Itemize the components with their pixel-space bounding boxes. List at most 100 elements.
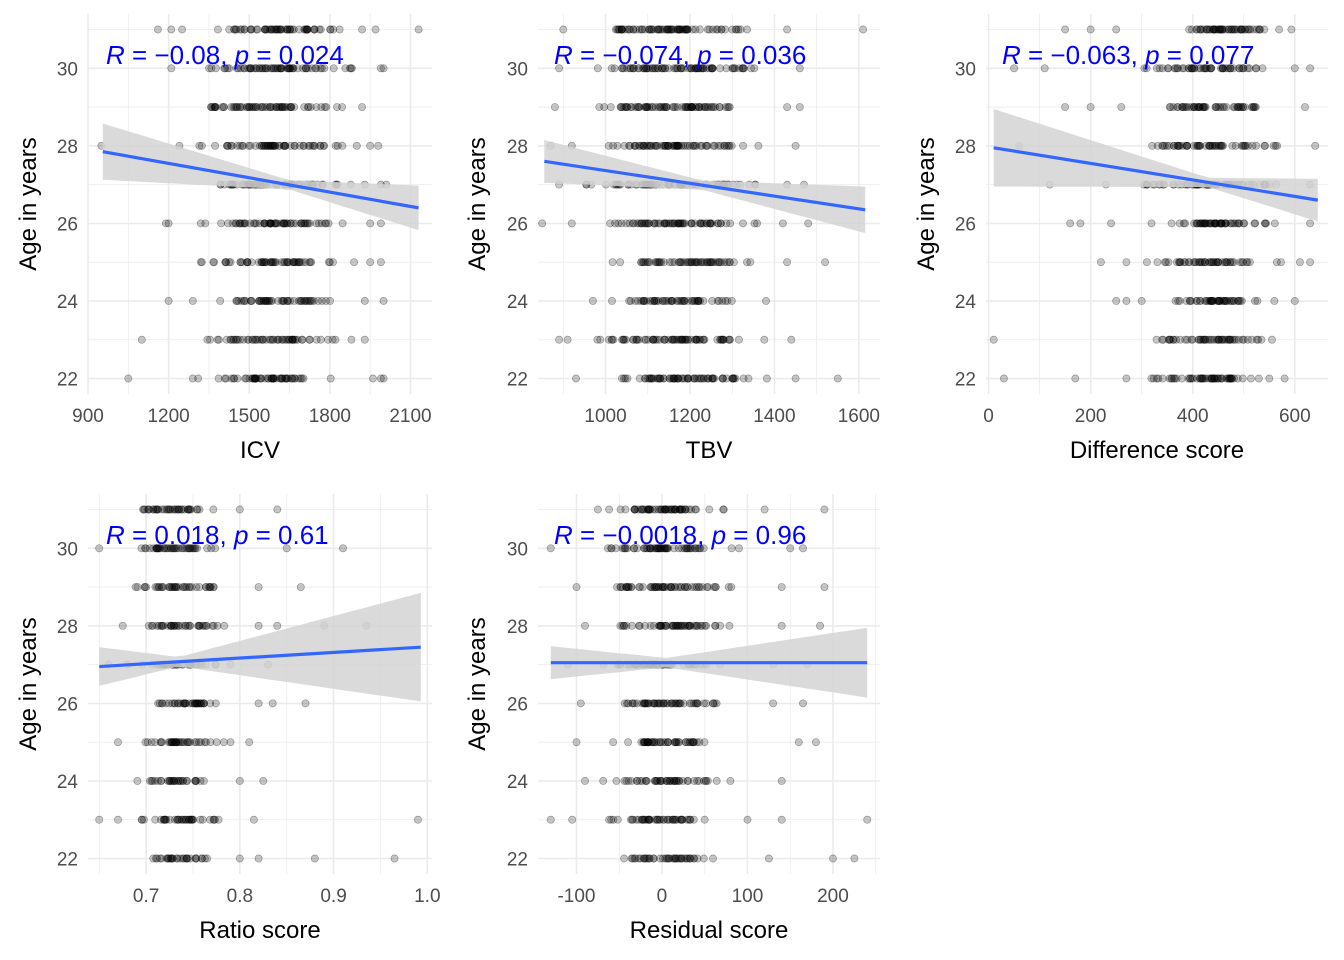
data-point	[174, 505, 182, 514]
y-tick-label: 30	[955, 59, 976, 80]
data-point	[700, 335, 709, 344]
data-point	[206, 335, 215, 344]
data-point	[1175, 219, 1184, 228]
data-point	[711, 258, 720, 267]
data-point	[727, 583, 736, 592]
data-point	[660, 335, 669, 344]
data-point	[413, 815, 422, 824]
data-point	[640, 219, 649, 228]
data-point	[374, 141, 383, 150]
data-point	[719, 335, 728, 344]
data-point	[670, 219, 679, 228]
data-point	[657, 258, 666, 267]
data-point	[1280, 374, 1289, 383]
data-point	[863, 815, 872, 824]
data-point	[690, 296, 699, 305]
data-point	[618, 335, 626, 344]
data-point	[171, 738, 180, 747]
data-point	[581, 621, 589, 630]
data-point	[687, 258, 696, 267]
data-point	[181, 699, 190, 708]
data-point	[188, 296, 197, 305]
data-point	[302, 25, 311, 34]
data-point	[319, 141, 328, 150]
data-point	[184, 505, 193, 514]
annotation-part: = 0.077	[1160, 40, 1255, 70]
data-point	[787, 335, 796, 344]
data-point	[1117, 103, 1126, 112]
data-point	[690, 374, 699, 383]
data-point	[265, 141, 274, 150]
data-point	[628, 699, 637, 708]
data-point	[242, 103, 251, 112]
data-point	[1061, 25, 1070, 34]
data-point	[676, 258, 684, 267]
data-point	[280, 103, 288, 112]
data-point	[304, 219, 313, 228]
data-point	[290, 103, 299, 112]
data-point	[322, 219, 331, 228]
data-point	[254, 296, 263, 305]
data-point	[666, 374, 674, 383]
data-point	[277, 64, 286, 73]
data-point	[663, 25, 672, 34]
data-point	[290, 296, 299, 305]
data-point	[235, 141, 244, 150]
data-point	[256, 374, 265, 383]
y-axis-title: Age in years	[464, 137, 491, 270]
data-point	[240, 64, 249, 73]
data-point	[279, 141, 288, 150]
data-point	[725, 335, 734, 344]
data-point	[271, 25, 279, 34]
data-point	[306, 103, 315, 112]
data-point	[637, 815, 646, 824]
data-point	[719, 374, 727, 383]
data-point	[572, 583, 581, 592]
data-point	[252, 25, 261, 34]
data-point	[379, 64, 388, 73]
data-point	[233, 103, 242, 112]
data-point	[675, 25, 684, 34]
data-point	[713, 219, 722, 228]
data-point	[664, 335, 673, 344]
x-tick-label: 2100	[389, 406, 431, 427]
data-point	[239, 64, 248, 73]
x-axis-title: TBV	[686, 437, 733, 464]
data-point	[192, 776, 201, 785]
data-point	[195, 583, 204, 592]
data-point	[295, 25, 304, 34]
data-point	[338, 219, 347, 228]
data-point	[277, 219, 286, 228]
data-point	[699, 296, 708, 305]
data-point	[1246, 374, 1255, 383]
data-point	[1229, 219, 1238, 228]
data-point	[279, 219, 288, 228]
data-point	[308, 296, 316, 305]
annotation-part: = −0.08,	[125, 40, 235, 70]
data-point	[653, 335, 662, 344]
data-point	[309, 296, 318, 305]
data-point	[1268, 335, 1276, 344]
data-point	[538, 219, 547, 228]
data-point	[261, 64, 270, 73]
y-tick-label: 30	[57, 59, 78, 80]
data-point	[693, 374, 701, 383]
data-point	[233, 374, 242, 383]
data-point	[719, 335, 728, 344]
data-point	[1270, 296, 1279, 305]
data-point	[331, 335, 340, 344]
correlation-annotation: R = 0.018, p = 0.61	[106, 520, 329, 550]
data-point	[295, 141, 304, 150]
data-point	[764, 854, 773, 863]
data-point	[285, 64, 294, 73]
data-point	[280, 258, 289, 267]
data-point	[628, 219, 637, 228]
data-point	[708, 219, 717, 228]
data-point	[698, 219, 707, 228]
data-point	[646, 296, 655, 305]
data-point	[648, 335, 657, 344]
data-point	[1233, 296, 1242, 305]
data-point	[283, 25, 292, 34]
data-point	[226, 258, 235, 267]
data-point	[267, 374, 276, 383]
